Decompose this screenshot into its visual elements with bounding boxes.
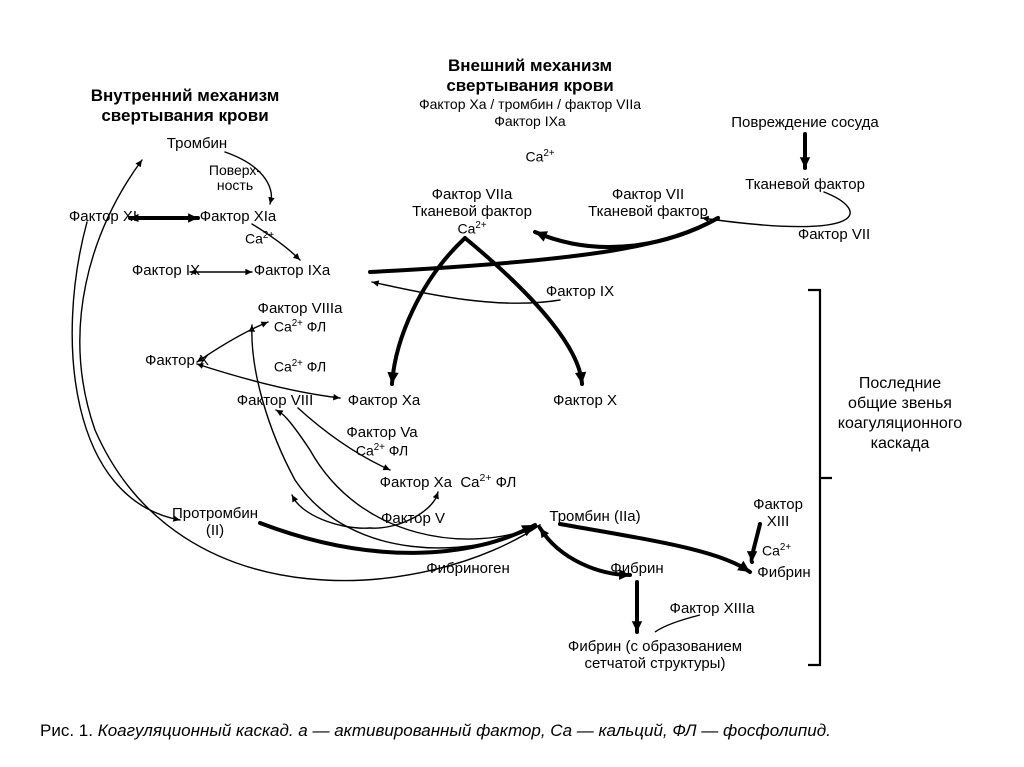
prothrombin-2: (II) [206, 522, 224, 539]
cascade-2: общие звенья [848, 395, 952, 413]
extrinsic-heading-3: Фактор Xa / тромбин / фактор VIIa [419, 96, 641, 112]
ca-xiii: Ca2+ [762, 542, 791, 559]
factor-xa: Фактор Xa [348, 392, 420, 409]
fibrin-1: Фибрин [610, 560, 663, 577]
diagram-stage: Внутренний механизм свертывания крови Вн… [0, 0, 1024, 767]
cascade-3: коагуляционного [838, 415, 962, 433]
figure-caption: Рис. 1. Коагуляционный каскад. a — актив… [40, 721, 831, 741]
factor-xi: Фактор XI [69, 208, 137, 225]
cascade-4: каскада [871, 435, 930, 453]
intrinsic-heading-2: свертывания крови [101, 106, 268, 126]
fibrin-net-1: Фибрин (с образованием [568, 638, 742, 655]
ca-pl-2: Ca2+ ФЛ [274, 358, 326, 375]
ca-1: Ca2+ [245, 230, 274, 247]
factor-va: Фактор Va [346, 424, 417, 441]
ca-pl-3: Ca2+ ФЛ [356, 442, 408, 459]
fibrin-2: Фибрин [757, 564, 810, 581]
thrombin-top: Тромбин [167, 135, 227, 152]
thrombin-iia: Тромбин (IIa) [549, 508, 640, 525]
factor-x-right: Фактор X [553, 392, 617, 409]
extrinsic-heading-1: Внешний механизм [448, 56, 612, 76]
factor-vii-tf2: Тканевой фактор [588, 203, 708, 220]
fibrinogen: Фибриноген [426, 560, 510, 577]
factor-xiii-2: XIII [767, 513, 790, 530]
factor-ix: Фактор IX [132, 262, 200, 279]
ca-viia: Ca2+ [457, 220, 486, 237]
factor-vii-r: Фактор VII [798, 226, 870, 243]
factor-vii-tf1: Фактор VII [612, 186, 684, 203]
factor-v: Фактор V [381, 510, 445, 527]
tissue-factor-r: Тканевой фактор [745, 176, 865, 193]
prothrombin-1: Протромбин [172, 505, 258, 522]
factor-xa-capl: Фактор Xa Ca2+ ФЛ [380, 472, 517, 491]
surface-2: ность [217, 177, 253, 193]
cascade-1: Последние [859, 375, 941, 393]
factor-viia: Фактор VIIa [432, 186, 513, 203]
vessel-injury: Повреждение сосуда [731, 114, 879, 131]
factor-xiiia: Фактор XIIIa [670, 600, 755, 617]
factor-x-left: Фактор X [145, 352, 209, 369]
surface-1: Поверх- [209, 162, 261, 178]
fibrin-net-2: сетчатой структуры) [585, 655, 726, 672]
factor-ix-mid: Фактор IX [546, 283, 614, 300]
ca-pl-1: Ca2+ ФЛ [274, 318, 326, 335]
factor-ixa: Фактор IXa [254, 262, 331, 279]
factor-xiii-1: Фактор [753, 496, 803, 513]
factor-viiia: Фактор VIIIa [258, 300, 343, 317]
factor-viii: Фактор VIII [237, 392, 314, 409]
tissue-factor-1: Тканевой фактор [412, 203, 532, 220]
intrinsic-heading-1: Внутренний механизм [91, 86, 280, 106]
extrinsic-heading-4: Фактор IXa [494, 113, 565, 129]
factor-xia: Фактор XIa [200, 208, 277, 225]
extrinsic-heading-2: свертывания крови [446, 76, 613, 96]
ca-ext: Ca2+ [525, 148, 554, 165]
